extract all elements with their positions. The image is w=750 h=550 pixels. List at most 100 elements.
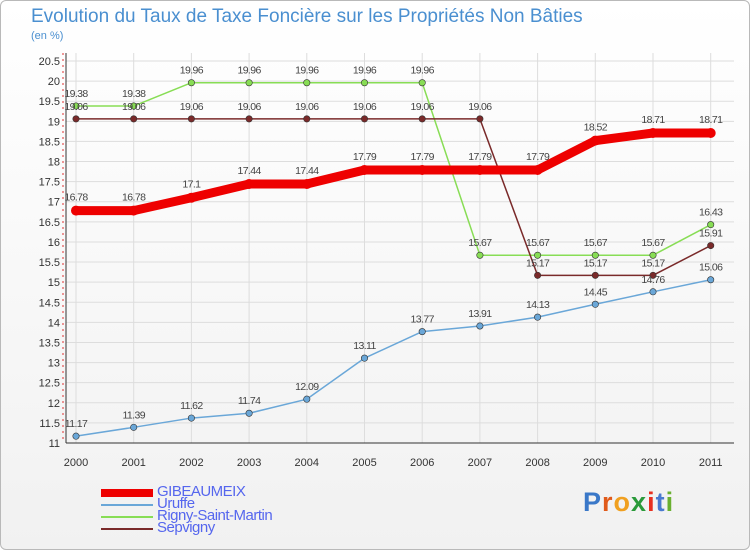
x-tick-label: 2011 [699, 457, 723, 469]
data-point [303, 395, 311, 403]
legend-label: Rigny-Saint-Martin [157, 507, 273, 524]
legend-label: GIBEAUMEIX [157, 483, 246, 500]
data-label: 19.06 [468, 101, 492, 113]
x-tick-label: 2001 [121, 457, 145, 469]
data-point [707, 242, 715, 250]
data-label: 13.91 [468, 308, 492, 320]
y-tick-label: 15.5 [39, 257, 60, 269]
data-label: 19.06 [180, 101, 204, 113]
data-label: 11.62 [180, 400, 203, 412]
y-unit-label: (en %) [31, 30, 64, 42]
data-label: 13.11 [353, 340, 376, 352]
data-label: 11.39 [122, 409, 145, 421]
data-label: 15.67 [526, 237, 550, 249]
y-tick-label: 17 [48, 197, 60, 209]
legend-item: Uruffe [101, 495, 361, 512]
data-label: 14.76 [641, 274, 665, 286]
data-label: 19.96 [411, 65, 435, 77]
data-point [591, 251, 599, 259]
data-label: 15.06 [699, 262, 723, 274]
data-point [360, 79, 368, 87]
data-label: 12.09 [295, 381, 319, 393]
data-point [245, 79, 253, 87]
data-point [707, 276, 715, 284]
series-line-uruffe [75, 278, 712, 437]
y-tick-label: 19.5 [39, 96, 60, 108]
data-point [649, 288, 657, 296]
data-label: 15.67 [584, 237, 608, 249]
data-point [359, 164, 370, 175]
y-tick-label: 18.5 [39, 136, 60, 148]
series-line-rigny-saint-martin [75, 81, 712, 256]
line-chart: 11 11.5 12 12.5 13 13.5 14 14.5 15 15.5 16 16.5 17 17… [39, 53, 734, 469]
y-tick-label: 15 [48, 277, 60, 289]
data-point [534, 251, 542, 259]
data-label: 19.06 [411, 101, 435, 113]
data-point [360, 354, 368, 362]
x-tick-label: 2005 [352, 457, 376, 469]
y-tick-label: 11.5 [39, 418, 60, 430]
y-tick-label: 12.5 [39, 378, 60, 390]
data-point [303, 79, 311, 87]
legend-label: Sepvigny [157, 519, 215, 536]
legend-item: Rigny-Saint-Martin [101, 507, 361, 524]
data-point [705, 127, 716, 138]
data-point [244, 179, 255, 190]
data-point [648, 127, 658, 138]
data-label: 11.17 [65, 418, 88, 430]
y-tick-label: 13.5 [39, 337, 60, 349]
chart-title: Evolution du Taux de Taxe Foncière sur l… [31, 6, 583, 27]
data-point [72, 115, 80, 123]
data-point [245, 115, 253, 123]
data-label: 19.96 [180, 65, 204, 77]
data-point [301, 179, 312, 190]
data-point [417, 164, 428, 175]
data-point [187, 115, 195, 123]
data-point [534, 313, 542, 321]
data-label: 17.79 [353, 151, 377, 163]
data-label: 15.67 [468, 237, 492, 249]
data-point [418, 79, 426, 87]
x-tick-label: 2010 [641, 457, 665, 469]
x-tick-label: 2002 [179, 457, 203, 469]
data-point [474, 164, 485, 175]
data-label: 17.79 [468, 151, 492, 163]
data-label: 14.45 [584, 286, 608, 298]
data-point [130, 423, 138, 431]
data-label: 19.06 [353, 101, 377, 113]
data-point [187, 414, 195, 422]
data-label: 19.38 [64, 88, 88, 100]
data-label: 19.06 [295, 101, 319, 113]
y-tick-label: 17.5 [39, 177, 60, 189]
y-tick-label: 11 [49, 438, 60, 450]
y-tick-label: 13 [48, 358, 60, 370]
data-label: 18.71 [641, 114, 665, 126]
data-point [360, 115, 368, 123]
data-point [245, 409, 253, 417]
x-tick-label: 2006 [410, 457, 434, 469]
data-point [71, 205, 81, 216]
legend-swatch [101, 516, 153, 518]
data-point [186, 192, 197, 203]
data-point [418, 115, 426, 123]
y-tick-label: 20.5 [39, 56, 60, 68]
y-tick-label: 18 [48, 157, 60, 169]
y-tick-label: 16 [48, 237, 60, 249]
x-tick-label: 2009 [583, 457, 607, 469]
y-tick-label: 20 [48, 76, 60, 88]
data-point [130, 115, 138, 123]
data-label: 16.78 [122, 192, 146, 204]
series-line-gibeaumeix [71, 128, 716, 216]
data-point [418, 328, 426, 336]
data-point [649, 271, 657, 279]
data-point [187, 79, 195, 87]
x-tick-label: 2004 [295, 457, 319, 469]
data-label: 17.44 [237, 165, 261, 177]
data-label: 16.78 [64, 192, 88, 204]
data-point [72, 432, 80, 440]
legend-item: Sepvigny [101, 519, 361, 536]
data-label: 19.96 [237, 65, 261, 77]
data-label: 19.06 [64, 101, 88, 113]
data-point [128, 205, 139, 216]
